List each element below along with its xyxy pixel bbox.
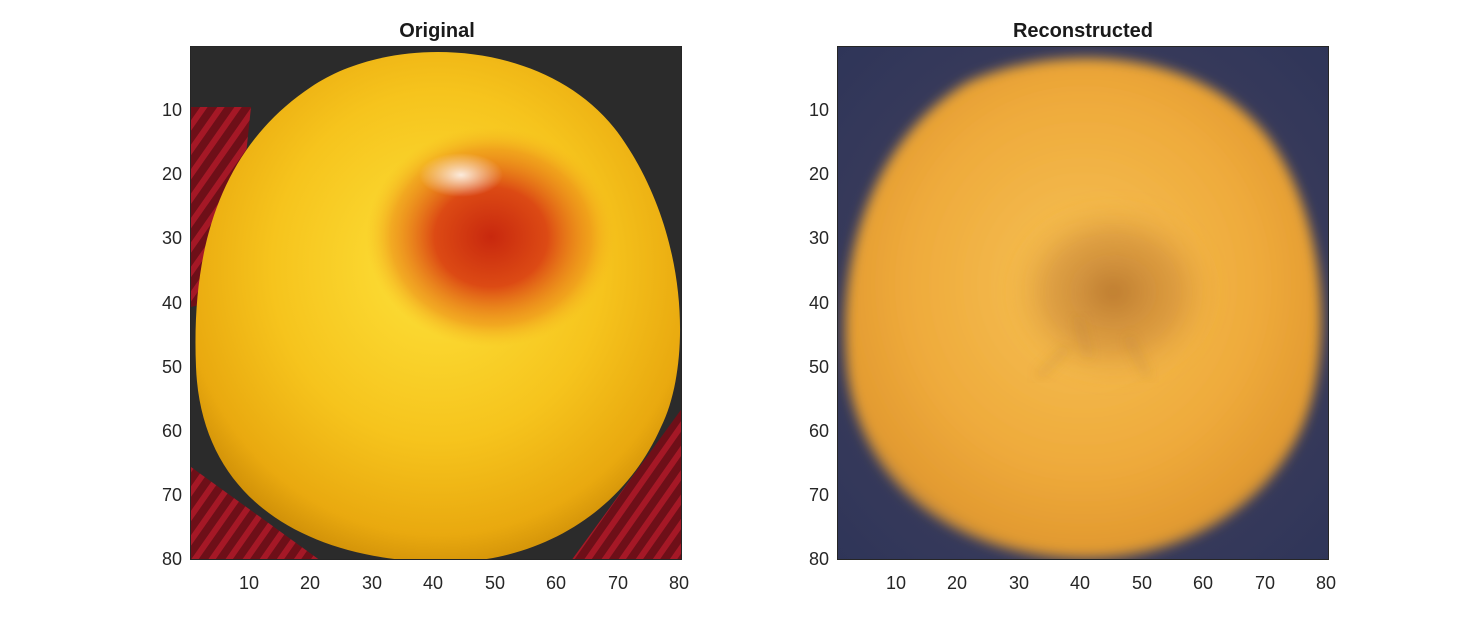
x-tick-label: 60: [1192, 573, 1214, 593]
x-tick-label: 70: [607, 573, 629, 593]
y-tick-label: 10: [808, 100, 829, 120]
y-tick-label: 20: [161, 164, 182, 184]
x-tick-label: 50: [484, 573, 506, 593]
y-tick-label: 20: [808, 164, 829, 184]
x-tick-label: 10: [885, 573, 907, 593]
x-tick-label: 70: [1254, 573, 1276, 593]
x-tick-label: 30: [1008, 573, 1030, 593]
x-tick-label: 80: [1315, 573, 1337, 593]
y-tick-label: 70: [808, 485, 829, 505]
x-tick-label: 40: [422, 573, 444, 593]
y-tick-label: 40: [161, 293, 182, 313]
x-tick-label: 30: [361, 573, 383, 593]
plot-title-original: Original: [399, 20, 475, 42]
texture-marks: [1036, 316, 1150, 379]
plot-title-reconstructed: Reconstructed: [1012, 20, 1154, 42]
x-tick-label: 40: [1069, 573, 1091, 593]
x-tick-label: 10: [238, 573, 260, 593]
y-tick-label: 50: [808, 357, 829, 377]
original-image: [191, 47, 681, 559]
x-tick-label: 60: [545, 573, 567, 593]
y-tick-label: 30: [808, 228, 829, 248]
y-tick-label: 80: [808, 549, 829, 569]
x-tick-label: 20: [299, 573, 321, 593]
y-tick-label: 60: [161, 421, 182, 441]
y-tick-label: 60: [808, 421, 829, 441]
axes-original: [190, 46, 682, 560]
axes-reconstructed: [837, 46, 1329, 560]
y-tick-label: 50: [161, 357, 182, 377]
x-tick-label: 50: [1131, 573, 1153, 593]
panel-original: Original: [0, 0, 734, 630]
y-tick-label: 40: [808, 293, 829, 313]
x-tick-label: 20: [946, 573, 968, 593]
y-tick-label: 30: [161, 228, 182, 248]
highlight: [419, 153, 503, 197]
blemish-spot: [1003, 197, 1223, 387]
panel-reconstructed: Reconstructed: [734, 0, 1468, 630]
reconstructed-image: [838, 47, 1328, 559]
y-tick-label: 80: [161, 549, 182, 569]
y-tick-label: 10: [161, 100, 182, 120]
x-tick-label: 80: [668, 573, 690, 593]
y-tick-label: 70: [161, 485, 182, 505]
